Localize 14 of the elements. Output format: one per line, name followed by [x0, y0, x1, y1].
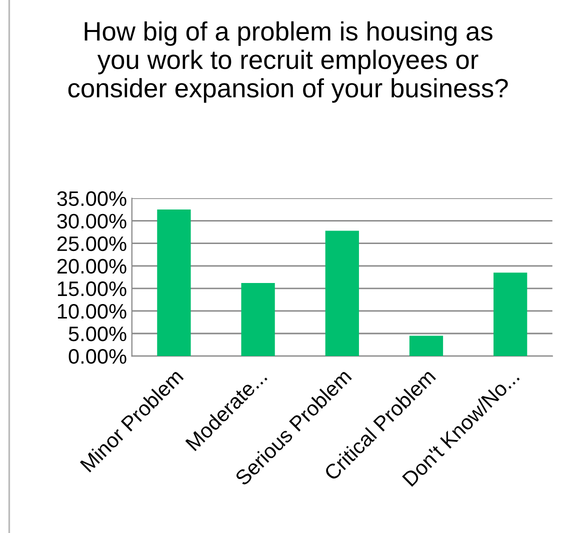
chart-title: How big of a problem is housing as you work to recruit employees or consider expansion of your business? [68, 21, 508, 103]
bar [409, 336, 444, 356]
y-tick-label: 25.00% [57, 236, 126, 252]
bar [325, 230, 359, 356]
bar [157, 210, 191, 356]
y-tick-label: 0.00% [68, 349, 126, 364]
y-tick-label: 15.00% [58, 281, 126, 296]
bar [241, 283, 275, 356]
bar [494, 272, 528, 356]
y-tick-label: 35.00% [57, 191, 126, 206]
y-tick-label: 30.00% [57, 214, 126, 229]
y-tick-label: 20.00% [57, 258, 126, 274]
y-tick-label: 10.00% [58, 304, 126, 319]
y-tick-label: 5.00% [68, 326, 126, 342]
